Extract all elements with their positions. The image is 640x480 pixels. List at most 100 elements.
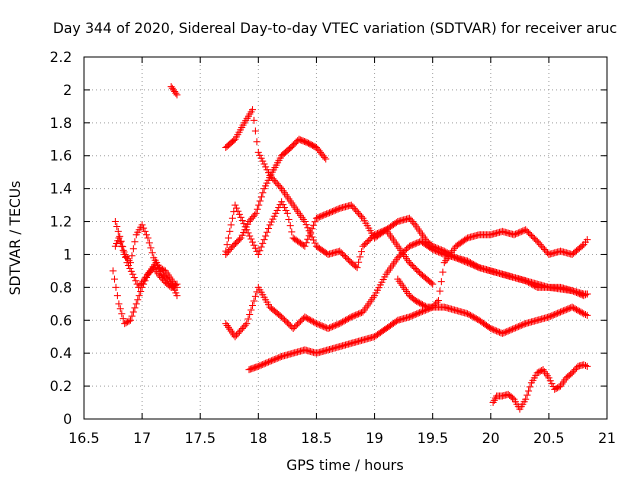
data-point <box>302 221 310 229</box>
y-tick-label: 1 <box>63 247 72 263</box>
data-point <box>304 235 312 243</box>
data-point <box>430 301 438 309</box>
data-point <box>330 207 338 215</box>
data-point <box>223 241 231 249</box>
data-point <box>307 228 315 236</box>
data-point <box>417 300 425 308</box>
data-point <box>522 395 530 403</box>
data-point <box>356 309 364 317</box>
data-point <box>312 320 320 328</box>
data-point <box>410 219 418 227</box>
data-point <box>517 321 525 329</box>
data-point <box>434 248 442 256</box>
data-point <box>411 240 419 248</box>
data-point <box>138 283 146 291</box>
data-point <box>317 321 325 329</box>
data-point <box>259 239 267 247</box>
data-point <box>572 306 580 314</box>
data-point <box>251 244 259 252</box>
data-point <box>241 223 249 231</box>
data-point <box>263 166 271 174</box>
data-point <box>124 262 132 270</box>
data-point <box>121 320 129 328</box>
data-point <box>282 206 290 214</box>
data-point <box>243 226 251 234</box>
data-point <box>355 258 363 266</box>
data-point <box>272 178 280 186</box>
data-point <box>490 326 498 334</box>
data-point <box>392 219 400 227</box>
data-point <box>249 106 257 114</box>
data-point <box>511 324 519 332</box>
data-point <box>535 239 543 247</box>
data-point <box>466 260 474 268</box>
data-point <box>471 262 479 270</box>
data-point <box>256 151 264 159</box>
data-point <box>350 312 358 320</box>
data-point <box>353 208 361 216</box>
data-point <box>571 366 579 374</box>
data-point <box>542 247 550 255</box>
data-point <box>437 249 445 257</box>
data-point <box>552 310 560 318</box>
data-point <box>273 180 281 188</box>
data-point <box>410 311 418 319</box>
data-point <box>257 193 265 201</box>
data-point <box>429 246 437 254</box>
data-point <box>337 249 345 257</box>
data-point <box>167 283 175 291</box>
data-point <box>122 253 130 261</box>
data-point <box>233 204 241 212</box>
data-point <box>469 261 477 269</box>
data-point <box>436 287 444 295</box>
data-point <box>530 234 538 242</box>
data-point <box>411 264 419 272</box>
y-tick-label: 1.8 <box>50 116 72 132</box>
data-point <box>244 315 252 323</box>
data-point <box>427 244 435 252</box>
data-point <box>548 380 556 388</box>
data-point <box>459 257 467 265</box>
data-point <box>276 353 284 361</box>
data-point <box>130 273 138 281</box>
data-point <box>462 235 470 243</box>
data-point <box>333 206 341 214</box>
data-point <box>577 308 585 316</box>
data-point <box>113 222 121 230</box>
data-point <box>545 374 553 382</box>
data-point <box>509 325 517 333</box>
data-point <box>580 310 588 318</box>
data-point <box>308 317 316 325</box>
data-point <box>356 253 364 261</box>
data-point <box>331 206 339 214</box>
x-tick-label: 19 <box>366 431 384 447</box>
data-point <box>555 383 563 391</box>
data-point <box>437 278 445 286</box>
data-point <box>507 326 515 334</box>
data-point <box>328 207 336 215</box>
data-point <box>465 311 473 319</box>
data-point <box>418 307 426 315</box>
data-point <box>342 253 349 261</box>
data-point <box>324 209 332 217</box>
data-point <box>145 239 153 247</box>
data-point <box>326 324 334 332</box>
data-point <box>260 360 268 368</box>
data-point <box>132 300 140 308</box>
data-point <box>292 322 300 330</box>
data-point <box>362 239 370 247</box>
data-point <box>314 214 322 222</box>
data-point <box>132 277 140 285</box>
data-point <box>514 229 522 237</box>
data-point <box>263 359 271 367</box>
data-point <box>269 356 277 364</box>
data-point <box>265 225 273 233</box>
data-point <box>315 321 323 329</box>
data-point <box>506 326 514 334</box>
data-point <box>330 322 338 330</box>
data-point <box>331 321 339 329</box>
y-tick-label: 2.2 <box>50 50 72 66</box>
data-point <box>526 230 534 238</box>
data-point <box>323 210 331 218</box>
data-point <box>137 287 145 295</box>
